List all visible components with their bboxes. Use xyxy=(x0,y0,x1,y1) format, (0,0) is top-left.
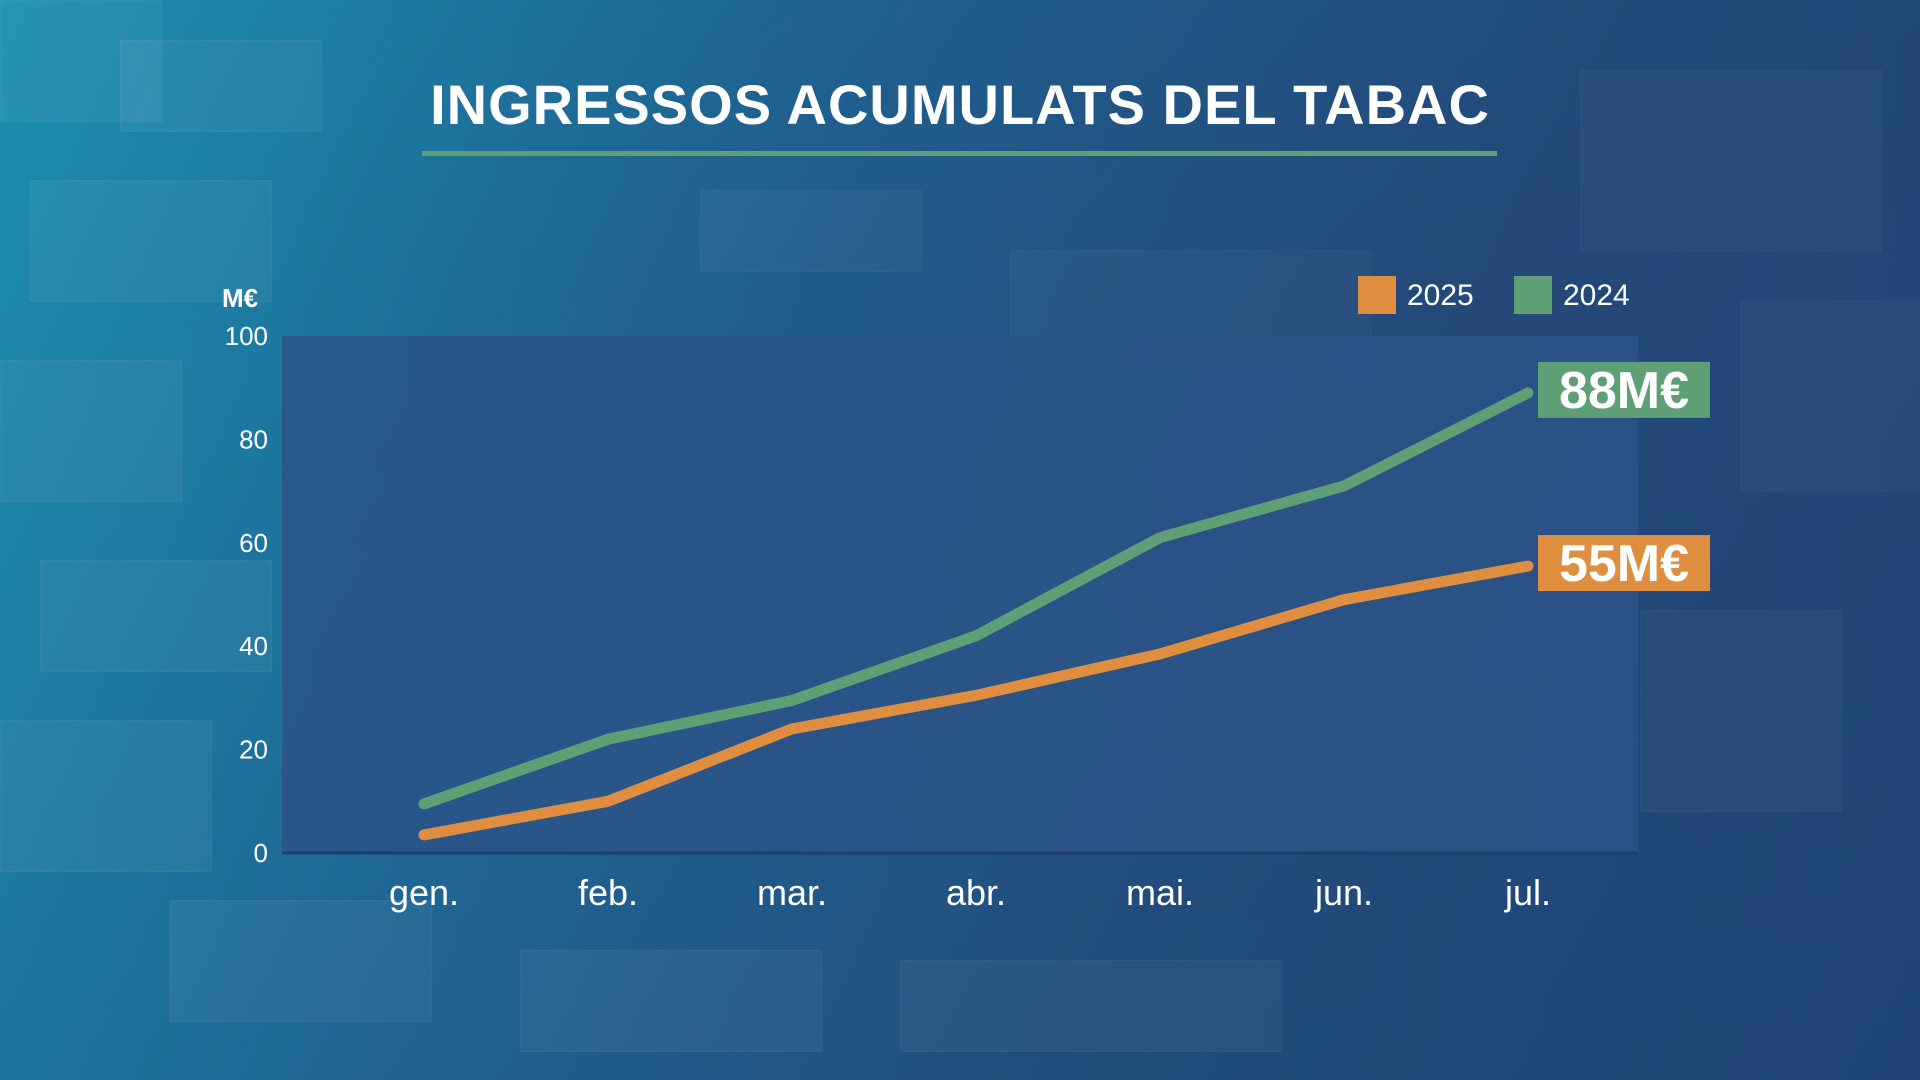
series-lines xyxy=(418,387,1534,841)
legend-label-2025: 2025 xyxy=(1407,279,1474,312)
plot-area xyxy=(282,336,1638,854)
legend-swatch-2024 xyxy=(1514,276,1552,314)
legend-label-2024: 2024 xyxy=(1563,279,1630,312)
end-label-2025: 55M€ xyxy=(1559,535,1689,593)
x-tick-label: mai. xyxy=(1126,872,1194,913)
end-label-box-2024 xyxy=(1538,361,1710,418)
y-tick-label: 0 xyxy=(254,838,268,868)
y-tick-label: 20 xyxy=(239,735,268,765)
x-tick-label: gen. xyxy=(389,872,459,913)
series-line-2024 xyxy=(418,387,1534,810)
x-tick-label: jun. xyxy=(1314,872,1373,913)
end-labels: 55M€ 88M€ xyxy=(1538,361,1710,593)
y-tick-label: 40 xyxy=(239,631,268,661)
x-axis-ticks: gen. feb. mar. abr. mai. jun. jul. xyxy=(389,872,1551,913)
legend: 2025 2024 xyxy=(1358,276,1630,314)
y-tick-label: 100 xyxy=(225,321,268,351)
x-tick-label: mar. xyxy=(757,872,827,913)
end-label-box-2025 xyxy=(1538,535,1710,592)
title-underline xyxy=(422,151,1497,156)
y-axis-ticks: 0 20 40 60 80 100 xyxy=(225,321,268,868)
y-tick-label: 80 xyxy=(239,424,268,454)
chart-title: INGRESSOS ACUMULATS DEL TABAC xyxy=(430,73,1490,136)
x-tick-label: jul. xyxy=(1504,872,1551,913)
end-label-2024: 88M€ xyxy=(1559,362,1689,420)
series-line-2025 xyxy=(418,560,1534,841)
x-tick-label: abr. xyxy=(946,872,1006,913)
x-tick-label: feb. xyxy=(578,872,638,913)
y-tick-label: 60 xyxy=(239,528,268,558)
legend-swatch-2025 xyxy=(1358,276,1396,314)
y-unit-label: M€ xyxy=(222,283,258,313)
